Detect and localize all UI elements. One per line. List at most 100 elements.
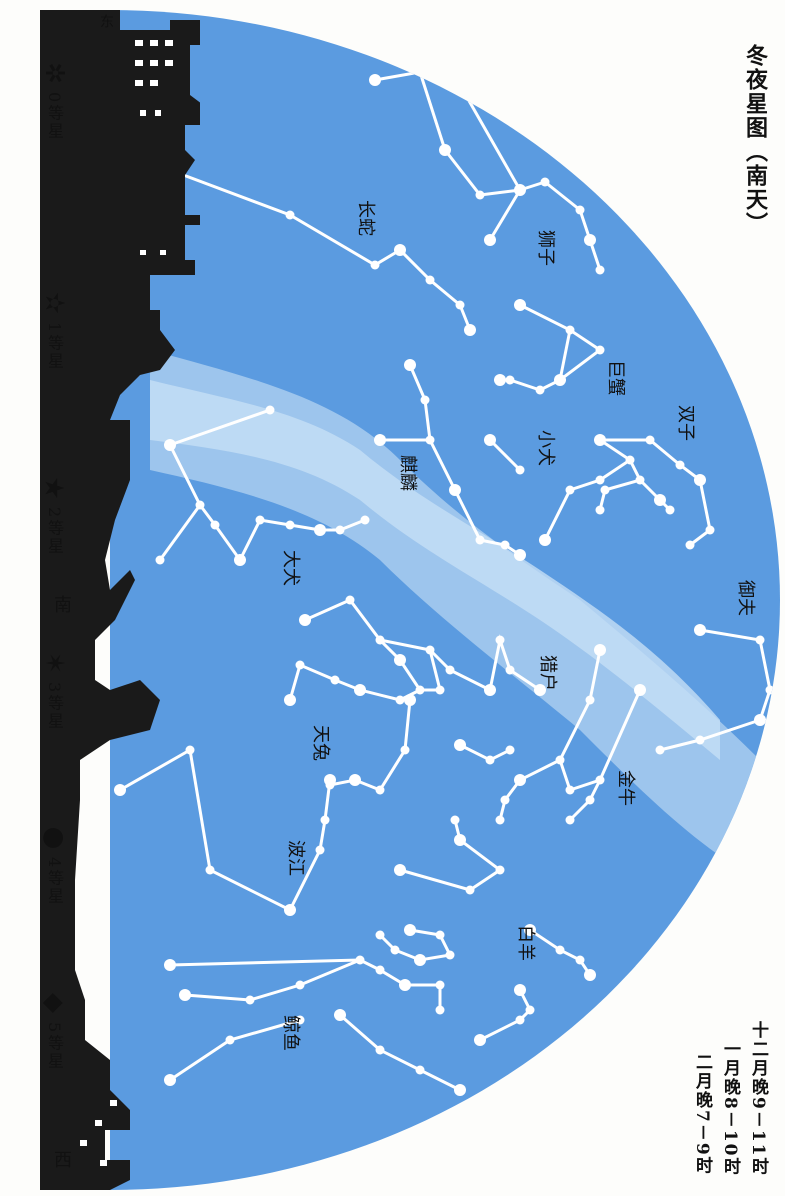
label-aries: 白羊 (515, 925, 536, 961)
direction-south: 南 (51, 595, 72, 613)
star-point (400, 745, 410, 755)
star-point (374, 434, 386, 446)
star-point (314, 524, 326, 536)
star-point (484, 434, 496, 446)
star-point (425, 435, 435, 445)
star-point (375, 930, 385, 940)
magnitude-5-star-icon: ◆ (39, 993, 69, 1013)
star-point (394, 244, 406, 256)
star-point (514, 774, 526, 786)
label-cancer: 巨蟹 (605, 360, 626, 396)
star-point (295, 660, 305, 670)
magnitude-0-star-icon: ✲ (38, 62, 69, 84)
legend-label: 0等星 (45, 92, 64, 141)
star-point (390, 945, 400, 955)
time-range-january: 一月晚8－10时 (720, 1039, 740, 1177)
label-eridanus: 波江 (285, 840, 306, 876)
star-point (495, 635, 505, 645)
legend-label: 4等星 (45, 857, 64, 906)
star-point (634, 684, 646, 696)
star-point (155, 555, 165, 565)
star-point (354, 684, 366, 696)
star-point (394, 654, 406, 666)
direction-east: 东 (98, 14, 114, 28)
star-point (600, 485, 610, 495)
star-point (210, 520, 220, 530)
legend-item-magnitude-3: ✶ 3等星 (34, 650, 74, 730)
star-point (635, 475, 645, 485)
star-point (540, 177, 550, 187)
star-point (484, 234, 496, 246)
star-point (754, 714, 766, 726)
star-point (505, 375, 515, 385)
legend-item-magnitude-2: ★ 2等星 (34, 475, 74, 555)
star-point (299, 614, 311, 626)
star-point (425, 645, 435, 655)
star-point (539, 534, 551, 546)
star-point (595, 475, 605, 485)
star-point (755, 635, 765, 645)
star-point (474, 1034, 486, 1046)
star-point (295, 980, 305, 990)
label-lion: 狮子 (535, 230, 556, 266)
star-point (435, 930, 445, 940)
star-point (335, 525, 345, 535)
star-point (534, 684, 546, 696)
star-point (454, 834, 466, 846)
star-point (234, 554, 246, 566)
star-point (585, 795, 595, 805)
star-point (284, 904, 296, 916)
star-point (295, 1015, 305, 1025)
star-point (594, 644, 606, 656)
label-cetus: 鲸鱼 (280, 1015, 301, 1051)
label-auriga: 御夫 (735, 580, 756, 616)
star-point (524, 924, 536, 936)
star-point (565, 785, 575, 795)
star-point (595, 345, 605, 355)
star-point (324, 774, 336, 786)
legend-item-magnitude-0: ✲ 0等星 (34, 60, 74, 140)
star-point (595, 775, 605, 785)
star-point (435, 1005, 445, 1015)
star-point (514, 184, 526, 196)
label-taurus: 金牛 (615, 770, 636, 806)
star-point (370, 260, 380, 270)
star-point (465, 885, 475, 895)
star-point (514, 299, 526, 311)
star-point (415, 685, 425, 695)
direction-west: 西 (51, 1150, 72, 1168)
star-point (349, 774, 361, 786)
star-point (454, 739, 466, 751)
star-point (500, 540, 510, 550)
star-point (584, 969, 596, 981)
star-point (484, 684, 496, 696)
star-point (675, 460, 685, 470)
star-point (345, 595, 355, 605)
star-point (395, 695, 405, 705)
star-point (505, 745, 515, 755)
star-point (694, 624, 706, 636)
star-point (195, 500, 205, 510)
star-point (404, 359, 416, 371)
star-point (164, 1074, 176, 1086)
star-point (495, 815, 505, 825)
magnitude-2-star-icon: ★ (39, 476, 69, 500)
star-point (565, 325, 575, 335)
star-point (495, 865, 505, 875)
star-point (369, 74, 381, 86)
star-point (225, 1035, 235, 1045)
star-point (334, 1009, 346, 1021)
star-point (394, 864, 406, 876)
star-point (515, 1015, 525, 1025)
star-point (320, 815, 330, 825)
star-point (265, 405, 275, 415)
legend-label: 3等星 (45, 682, 64, 731)
star-point (414, 954, 426, 966)
star-point (425, 275, 435, 285)
star-point (435, 685, 445, 695)
star-point (555, 755, 565, 765)
label-gemini: 双子 (675, 405, 696, 441)
magnitude-3-star-icon: ✶ (38, 652, 69, 674)
star-point (695, 735, 705, 745)
